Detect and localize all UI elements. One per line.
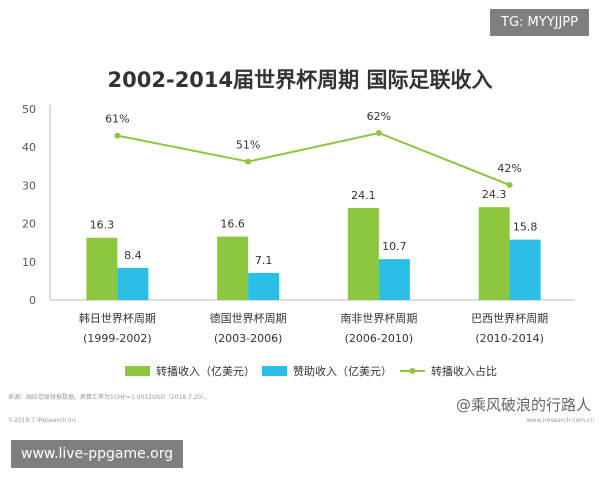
y-tick-label: 0: [29, 294, 36, 307]
bar: [248, 272, 280, 300]
x-tick-label: 南非世界杯周期: [340, 311, 417, 325]
bar-data-label: 8.4: [124, 249, 142, 262]
legend-label: 赞助收入（亿美元）: [293, 364, 392, 378]
x-tick-label-period: (2010-2014): [475, 332, 544, 345]
bar-data-label: 10.7: [382, 240, 407, 253]
bar-data-label: 24.1: [351, 189, 376, 202]
legend-marker: [409, 368, 416, 374]
bar: [217, 236, 249, 300]
bar: [117, 267, 149, 300]
header-badge: TG: MYYJJPP: [490, 9, 589, 36]
x-tick-label-period: (1999-2002): [83, 332, 152, 345]
share-data-label: 42%: [497, 162, 521, 175]
share-point: [506, 182, 513, 188]
watermark: @乘风破浪的行路人: [456, 396, 591, 414]
bar-data-label: 15.8: [513, 221, 538, 234]
bar-data-label: 24.3: [482, 188, 507, 201]
chart-title: 2002-2014届世界杯周期 国际足联收入: [108, 68, 493, 92]
legend-label: 转播收入（亿美元）: [156, 364, 255, 378]
x-tick-label: 韩日世界杯周期: [79, 311, 156, 325]
legend-swatch: [262, 366, 287, 376]
bar-data-label: 7.1: [255, 254, 273, 267]
y-tick-label: 50: [22, 103, 36, 116]
legend-swatch: [125, 366, 150, 376]
y-tick-label: 20: [22, 218, 36, 231]
copyright: ©2018.7 iResearch Inc.: [8, 417, 79, 424]
y-tick-label: 30: [22, 179, 36, 192]
share-point: [245, 158, 252, 165]
x-tick-label-period: (2006-2010): [345, 332, 414, 345]
bar-data-label: 16.3: [90, 219, 115, 232]
legend-label: 转播收入占比: [431, 364, 497, 378]
y-tick-label: 40: [22, 141, 36, 154]
site-url: www.iresearch.com.cn: [527, 417, 595, 424]
x-tick-label-period: (2003-2006): [214, 332, 283, 345]
footer-badge: www.live-ppgame.org: [11, 440, 184, 468]
bar: [378, 259, 410, 300]
share-data-label: 51%: [236, 139, 260, 152]
share-line: [117, 131, 510, 186]
share-data-label: 62%: [367, 110, 391, 123]
y-tick-label: 10: [22, 256, 36, 269]
source-note: 来源：国际足联财报数据，换算汇率为1CHF=1.0012USD（2018.7.2…: [8, 393, 210, 401]
bar: [86, 237, 118, 300]
bar: [478, 207, 510, 300]
share-point: [114, 132, 121, 139]
share-data-label: 61%: [105, 113, 129, 126]
x-tick-label: 巴西世界杯周期: [471, 311, 548, 325]
bar-data-label: 16.6: [220, 218, 245, 231]
x-tick-label: 德国世界杯周期: [210, 311, 287, 325]
bar: [347, 207, 379, 300]
share-point: [375, 130, 382, 136]
bar: [509, 239, 541, 300]
